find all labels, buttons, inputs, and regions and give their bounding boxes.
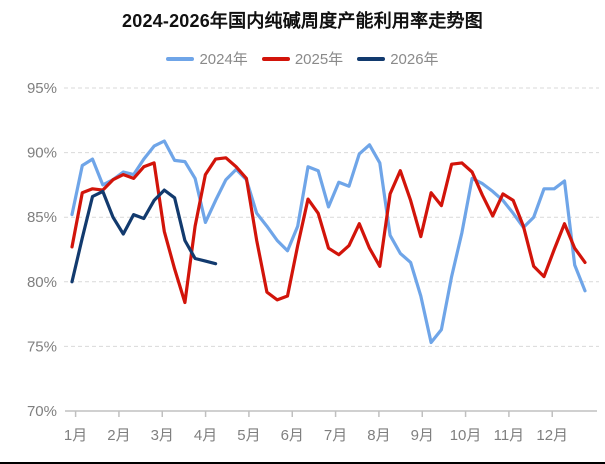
legend-line-swatch-2025 xyxy=(261,56,290,61)
y-axis-label: 85% xyxy=(27,209,57,226)
x-axis-label: 2月 xyxy=(107,427,130,444)
x-axis-label: 5月 xyxy=(237,427,260,444)
legend: 2024年 2025年 2026年 xyxy=(0,48,605,69)
y-axis-label: 90% xyxy=(27,145,57,162)
series-line-2024 xyxy=(70,139,587,345)
legend-item-2024[interactable]: 2024年 xyxy=(166,48,248,69)
series-line-2026 xyxy=(70,188,218,284)
x-axis-label: 3月 xyxy=(151,427,174,444)
legend-label-2025: 2025年 xyxy=(294,51,344,68)
y-axis-label: 80% xyxy=(27,274,57,291)
x-axis-label: 11月 xyxy=(494,427,525,444)
y-axis-label: 75% xyxy=(27,338,57,355)
x-axis-label: 8月 xyxy=(367,427,390,444)
x-axis-label: 4月 xyxy=(194,427,217,444)
chart-title: 2024-2026年国内纯碱周度产能利用率走势图 xyxy=(122,11,483,31)
legend-item-2025[interactable]: 2025年 xyxy=(261,48,344,69)
y-axis-label: 95% xyxy=(27,80,57,97)
series-line-2025 xyxy=(70,156,587,305)
x-axis-label: 1月 xyxy=(64,427,87,444)
x-axis-label: 12月 xyxy=(536,427,568,444)
legend-line-swatch-2026 xyxy=(357,56,386,61)
x-axis-label: 10月 xyxy=(450,427,482,444)
x-axis-label: 6月 xyxy=(281,427,304,444)
screenshot-bottom-border xyxy=(0,462,605,464)
legend-item-2026[interactable]: 2026年 xyxy=(357,48,439,69)
y-axis-label: 70% xyxy=(27,403,57,420)
x-axis-label: 7月 xyxy=(324,427,347,444)
legend-line-swatch-2024 xyxy=(166,56,195,61)
legend-label-2024: 2024年 xyxy=(199,51,248,68)
legend-label-2026: 2026年 xyxy=(390,51,439,68)
x-axis-label: 9月 xyxy=(411,427,434,444)
